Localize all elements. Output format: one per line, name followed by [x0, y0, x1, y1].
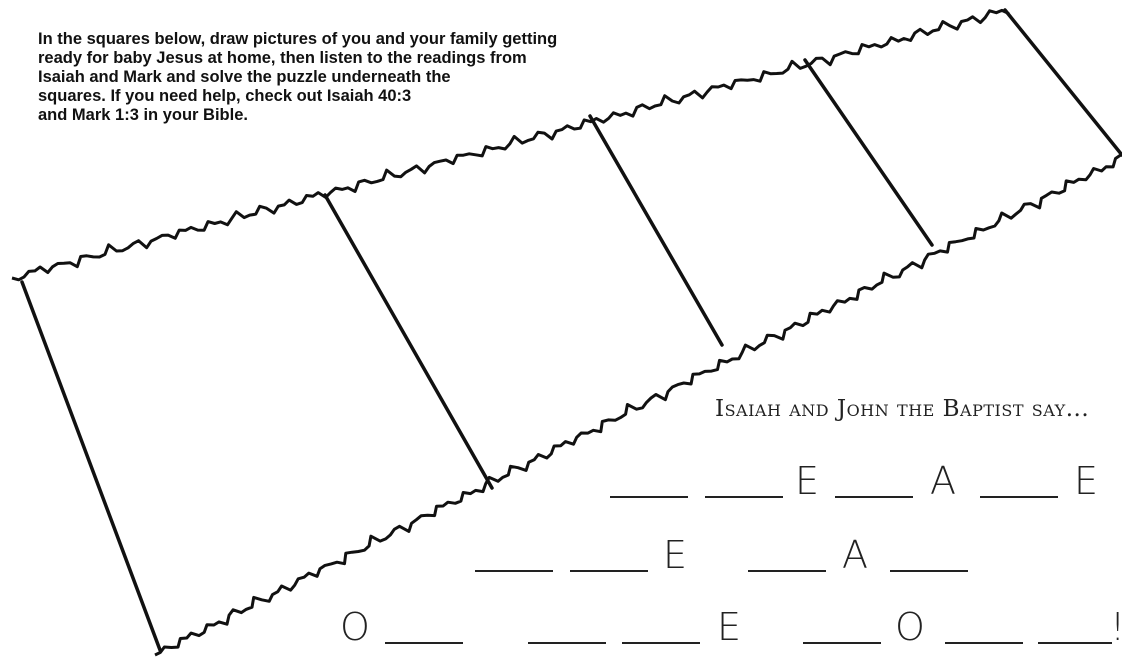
letter: E [795, 459, 820, 503]
instruction-line: Isaiah and Mark and solve the puzzle und… [38, 68, 451, 86]
frame-divider [20, 280, 162, 652]
blank [570, 570, 648, 572]
blank [945, 642, 1023, 644]
blank [1038, 642, 1112, 644]
frame-divider [323, 193, 494, 490]
puzzle-heading: Isaiah and John the Baptist say... [715, 396, 1090, 422]
letter: E [717, 605, 742, 649]
letter: O [895, 605, 925, 649]
letter: A [930, 459, 956, 503]
instruction-line: In the squares below, draw pictures of y… [38, 30, 558, 48]
letter: ! [1110, 608, 1122, 646]
blank [385, 642, 463, 644]
blank [610, 496, 688, 498]
blank [528, 642, 606, 644]
frame-divider [1003, 8, 1122, 157]
frame-divider [803, 58, 934, 247]
blank [705, 496, 783, 498]
strip-top-edge [11, 8, 1010, 282]
strip-bottom-edge [154, 153, 1122, 657]
instruction-line: ready for baby Jesus at home, then liste… [38, 49, 527, 67]
blank [748, 570, 826, 572]
letter: A [842, 533, 868, 577]
instruction-line: and Mark 1:3 in your Bible. [38, 106, 248, 124]
blank [622, 642, 700, 644]
letter: O [340, 605, 370, 649]
instructions: In the squares below, draw pictures of y… [38, 30, 557, 125]
frame-divider [588, 114, 724, 347]
blank [835, 496, 913, 498]
blank [890, 570, 968, 572]
blank [980, 496, 1058, 498]
blank [475, 570, 553, 572]
letter: E [1074, 459, 1099, 503]
blank [803, 642, 881, 644]
instruction-line: squares. If you need help, check out Isa… [38, 87, 412, 105]
letter: E [663, 533, 688, 577]
